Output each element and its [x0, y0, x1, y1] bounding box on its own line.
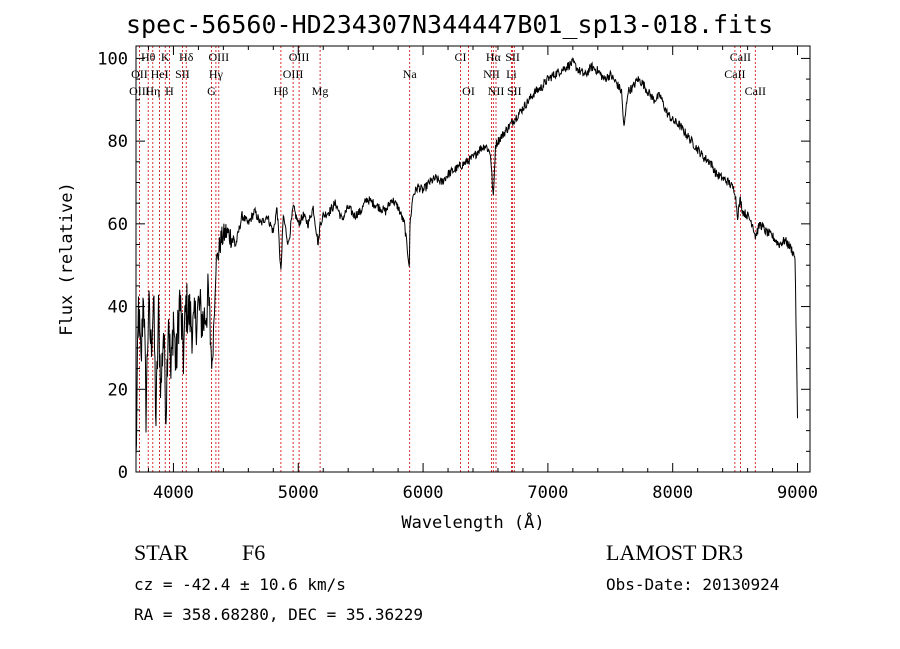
spectral-class: F6 — [242, 540, 266, 565]
line-label: CaII — [730, 50, 751, 64]
x-axis-label: Wavelength (Å) — [401, 511, 544, 533]
coordinates: RA = 358.68280, DEC = 35.36229 — [134, 605, 423, 624]
plot-frame — [135, 45, 811, 473]
y-axis-label: Flux (relative) — [57, 182, 77, 336]
line-label: OI — [462, 84, 475, 98]
spectrum-line — [135, 56, 798, 455]
line-label: NII — [483, 67, 500, 81]
line-label: Hγ — [209, 67, 224, 81]
line-label: OIII — [289, 50, 310, 64]
y-tick-label: 60 — [108, 215, 128, 235]
chart-title: spec-56560-HD234307N344447B01_sp13-018.f… — [126, 10, 774, 39]
line-label: Na — [403, 67, 418, 81]
x-tick-label: 4000 — [153, 483, 194, 503]
x-tick-label: 6000 — [403, 483, 444, 503]
x-tick-label: 7000 — [527, 483, 568, 503]
line-label: Li — [506, 67, 517, 81]
line-label: HeI — [151, 67, 169, 81]
redshift-velocity: cz = -42.4 ± 10.6 km/s — [134, 575, 346, 594]
line-label: SII — [175, 67, 190, 81]
line-label: CaII — [724, 67, 745, 81]
line-label: Hβ — [274, 84, 289, 98]
line-label: CaII — [745, 84, 766, 98]
x-tick-label: 5000 — [278, 483, 319, 503]
survey-name: LAMOST DR3 — [606, 540, 744, 565]
x-tick-label: 8000 — [652, 483, 693, 503]
y-tick-label: 0 — [118, 463, 128, 483]
line-label: CI — [455, 50, 467, 64]
line-label: NII — [488, 84, 505, 98]
line-label: OII — [131, 67, 148, 81]
line-label: Hθ — [141, 50, 156, 64]
y-tick-label: 20 — [108, 380, 128, 400]
line-label: OIII — [208, 50, 229, 64]
y-tick-label: 100 — [97, 49, 128, 69]
line-label: Hα — [486, 50, 502, 64]
line-label: H — [165, 84, 174, 98]
line-label: K — [161, 50, 170, 64]
y-tick-label: 40 — [108, 298, 128, 318]
line-label: Hδ — [179, 50, 194, 64]
line-label: OIII — [129, 84, 150, 98]
line-label: Hη — [145, 84, 160, 98]
line-markers — [138, 46, 756, 472]
line-label: SII — [507, 84, 522, 98]
y-axis: 0 20 40 60 80 100 — [97, 49, 810, 483]
line-label: G — [207, 84, 216, 98]
x-axis: 4000 5000 6000 7000 8000 9000 — [147, 46, 818, 503]
x-tick-label: 9000 — [777, 483, 818, 503]
line-label: Mg — [312, 84, 329, 98]
object-type: STAR — [134, 540, 189, 565]
line-label: SII — [505, 50, 520, 64]
y-tick-label: 80 — [108, 132, 128, 152]
observation-date: Obs-Date: 20130924 — [606, 575, 780, 594]
line-label: OIII — [283, 67, 304, 81]
